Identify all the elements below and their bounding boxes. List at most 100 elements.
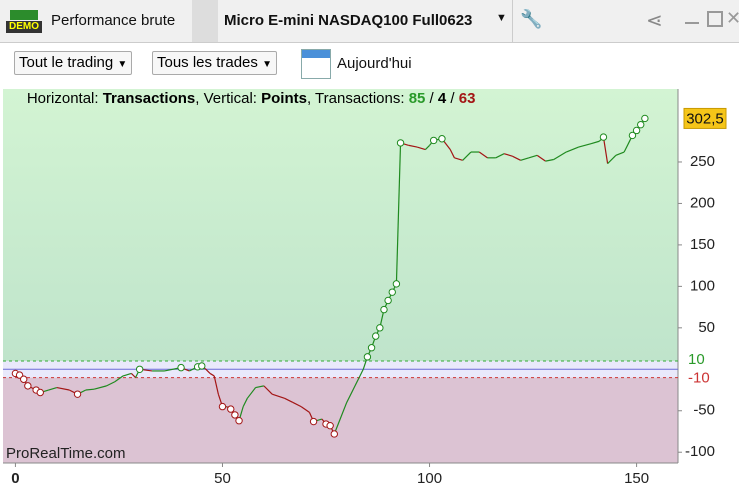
equity-segment [565, 146, 579, 153]
loss-area [3, 377, 678, 463]
equity-segment [408, 144, 418, 148]
date-label[interactable]: Aujourd'hui [337, 55, 412, 72]
plot-area [3, 89, 678, 361]
extreme-marker [396, 139, 405, 147]
equity-segment [395, 142, 402, 284]
equity-segment [209, 372, 215, 377]
extreme-marker [380, 305, 388, 314]
x-tick-label: 50 [214, 470, 231, 487]
equity-segment [424, 144, 430, 150]
separator: / [446, 90, 459, 107]
dropdown-arrow: ▼ [496, 12, 507, 24]
close[interactable]: ✕ [726, 8, 739, 28]
equity-segment [590, 140, 600, 145]
share-icon[interactable]: ⋖ [646, 10, 663, 32]
equity-segment [271, 393, 285, 399]
extreme-marker [599, 133, 608, 141]
extreme-marker [235, 417, 243, 425]
equity-segment [284, 397, 294, 403]
equity-segment [615, 151, 625, 156]
equity-segment [416, 146, 426, 151]
band-label: -10 [688, 370, 710, 387]
equity-segment [56, 386, 70, 391]
chart: 10 -10 -100 -50 50 100 150 200 250 0 50 100 150 302,5… [3, 89, 727, 487]
extreme-marker [384, 296, 392, 305]
equity-segment [602, 137, 609, 164]
legend-text: Horizontal: [27, 90, 103, 107]
extreme-marker [367, 344, 376, 352]
equity-segment [246, 387, 257, 399]
equity-segment [213, 375, 219, 395]
band-label: 10 [688, 351, 705, 368]
x-tick-label: 100 [417, 470, 442, 487]
legend-text: , Transactions: [307, 90, 409, 107]
extreme-marker [231, 411, 239, 419]
losses-count: 63 [459, 90, 476, 107]
maximize[interactable] [707, 11, 723, 27]
last-value-tag [683, 107, 727, 129]
extreme-marker [330, 430, 338, 438]
equity-segment [578, 143, 592, 148]
equity-segment [205, 368, 211, 374]
settings-icon[interactable]: 🔧 [520, 9, 543, 29]
y-tick-label: 50 [698, 319, 715, 336]
equity-segment [48, 386, 58, 391]
equity-segment [512, 155, 521, 161]
equity-segment [333, 402, 348, 435]
equity-segment [300, 406, 310, 413]
equity-segment [536, 154, 546, 162]
extreme-marker [36, 388, 44, 397]
extreme-marker [177, 363, 185, 372]
extreme-marker [632, 126, 641, 135]
top-toolbar: DEMO Performance brute Micro E-mini NASD… [0, 0, 739, 43]
extreme-marker [392, 280, 401, 288]
equity-segment [358, 369, 364, 378]
equity-segment [545, 158, 554, 162]
equity-segment [495, 153, 505, 159]
x-tick-label: 150 [624, 470, 649, 487]
y-tick-label: -50 [693, 402, 715, 419]
equity-segment [93, 385, 107, 390]
legend-text: Transactions [103, 90, 196, 107]
equity-segment [346, 377, 360, 403]
wins-count: 85 [409, 90, 426, 107]
legend: Horizontal: Transactions, Vertical: Poin… [6, 90, 488, 107]
demo-icon[interactable]: DEMO [6, 8, 42, 34]
calendar-icon[interactable] [301, 49, 331, 79]
extreme-marker [227, 405, 235, 413]
y-tick-label: 250 [690, 153, 715, 170]
equity-segment [520, 157, 530, 161]
extreme-marker [24, 382, 32, 390]
equity-segment [130, 373, 136, 379]
y-tick-label: 150 [690, 236, 715, 253]
extreme-marker [376, 324, 384, 332]
link-icon[interactable] [192, 0, 218, 42]
equity-segment [242, 398, 248, 407]
equity-segment [607, 154, 617, 165]
filter-dropdown[interactable]: Tout le trading ▼ [14, 51, 133, 75]
filter-dropdown[interactable]: Tous les trades ▼ [152, 51, 277, 75]
equity-segment [114, 375, 124, 383]
extreme-marker [637, 120, 645, 129]
extreme-marker [641, 114, 649, 123]
extreme-marker [429, 136, 438, 145]
minimize[interactable] [685, 22, 699, 24]
separator: / [425, 90, 438, 107]
equity-segment [449, 149, 455, 159]
legend-text: , Vertical: [195, 90, 261, 107]
extreme-marker [73, 390, 82, 398]
filter-label: Tout le trading [19, 54, 114, 71]
extreme-marker [135, 365, 144, 373]
filter-bar: Tout le trading ▼ Tous les trades ▼ Aujo… [0, 43, 739, 86]
equity-segment [528, 154, 538, 159]
equity-segment [553, 151, 567, 161]
extreme-marker [326, 421, 334, 430]
extreme-marker [20, 375, 28, 383]
equity-segment [462, 151, 472, 161]
instrument[interactable]: Micro E-mini NASDAQ100 Full0623 [224, 12, 473, 29]
extreme-marker [309, 417, 318, 426]
equity-segment [85, 388, 95, 391]
last-value-label: 302,5 [686, 110, 724, 127]
y-tick-label: -100 [685, 443, 715, 460]
